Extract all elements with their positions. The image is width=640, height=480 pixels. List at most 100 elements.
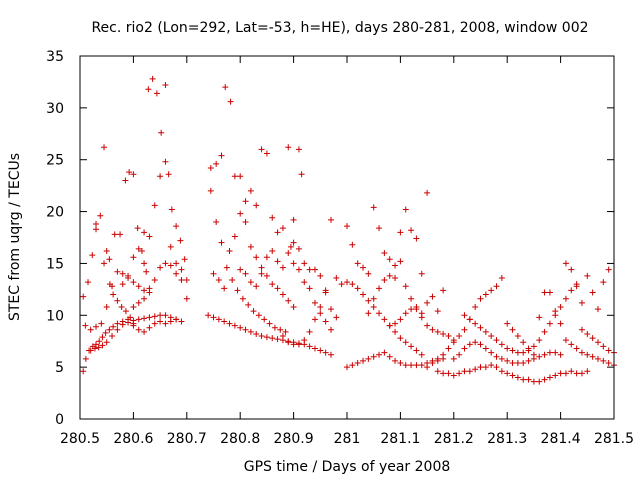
data-point xyxy=(488,349,495,356)
data-point xyxy=(143,268,150,275)
data-point xyxy=(327,326,334,333)
data-point xyxy=(130,320,137,327)
data-point xyxy=(181,256,188,263)
data-point xyxy=(578,349,585,356)
data-point xyxy=(498,341,505,348)
y-tick-label: 0 xyxy=(55,412,64,428)
data-point xyxy=(301,337,308,344)
data-point xyxy=(122,177,129,184)
data-point xyxy=(349,241,356,248)
data-point xyxy=(153,90,160,97)
data-point xyxy=(418,362,425,369)
data-point xyxy=(509,347,516,354)
data-point xyxy=(247,328,254,335)
data-point xyxy=(215,277,222,284)
data-point xyxy=(317,272,324,279)
data-point xyxy=(85,279,92,286)
data-point xyxy=(514,349,521,356)
data-point xyxy=(482,291,489,298)
data-point xyxy=(263,272,270,279)
data-point xyxy=(498,355,505,362)
data-point xyxy=(386,272,393,279)
data-point xyxy=(173,260,180,267)
data-point xyxy=(418,314,425,321)
data-point xyxy=(210,314,217,321)
data-point xyxy=(392,262,399,269)
data-point xyxy=(93,341,100,348)
data-point xyxy=(525,345,532,352)
data-point xyxy=(162,82,169,89)
data-point xyxy=(418,270,425,277)
data-point xyxy=(258,146,265,153)
data-point xyxy=(424,189,431,196)
data-point xyxy=(127,314,134,321)
y-tick-label: 5 xyxy=(55,360,64,376)
data-point xyxy=(562,295,569,302)
data-point xyxy=(370,295,377,302)
data-point xyxy=(157,264,164,271)
data-point xyxy=(274,336,281,343)
data-point xyxy=(509,372,516,379)
data-point xyxy=(429,326,436,333)
data-point xyxy=(440,370,447,377)
data-point xyxy=(509,359,516,366)
data-point xyxy=(157,312,164,319)
data-point xyxy=(117,231,124,238)
data-point xyxy=(589,335,596,342)
data-point xyxy=(482,328,489,335)
data-point xyxy=(295,146,302,153)
data-point xyxy=(477,295,484,302)
data-point xyxy=(578,326,585,333)
data-point xyxy=(376,225,383,232)
data-point xyxy=(536,378,543,385)
data-point xyxy=(578,370,585,377)
data-point xyxy=(146,285,153,292)
data-point xyxy=(450,339,457,346)
x-tick-label: 281 xyxy=(334,431,361,447)
data-point xyxy=(445,333,452,340)
data-point xyxy=(301,260,308,267)
data-point xyxy=(365,270,372,277)
data-point xyxy=(327,351,334,358)
data-point xyxy=(354,260,361,267)
data-point xyxy=(461,345,468,352)
data-point xyxy=(530,351,537,358)
data-point xyxy=(125,272,132,279)
data-point xyxy=(110,291,117,298)
data-point xyxy=(210,270,217,277)
data-point xyxy=(253,330,260,337)
data-point xyxy=(317,303,324,310)
data-point xyxy=(274,258,281,265)
data-point xyxy=(402,310,409,317)
data-point xyxy=(226,247,233,254)
data-point xyxy=(584,272,591,279)
data-point xyxy=(546,349,553,356)
data-point xyxy=(386,256,393,263)
data-point xyxy=(392,274,399,281)
y-axis-title: STEC from uqrg / TECUs xyxy=(7,153,23,321)
data-point xyxy=(162,312,169,319)
data-point xyxy=(466,368,473,375)
data-point xyxy=(158,129,165,136)
data-point xyxy=(493,283,500,290)
y-tick-label: 35 xyxy=(46,49,64,65)
data-point xyxy=(360,291,367,298)
data-point xyxy=(472,320,479,327)
data-point xyxy=(95,344,102,351)
data-point xyxy=(445,370,452,377)
data-point xyxy=(135,326,142,333)
data-point xyxy=(466,341,473,348)
data-point xyxy=(279,291,286,298)
data-point xyxy=(126,169,133,176)
data-point xyxy=(295,341,302,348)
data-point xyxy=(221,285,228,292)
data-point xyxy=(285,250,292,257)
data-point xyxy=(450,355,457,362)
data-point xyxy=(178,266,185,273)
data-point xyxy=(247,279,254,286)
data-point xyxy=(424,299,431,306)
data-point xyxy=(141,229,148,236)
data-point xyxy=(600,343,607,350)
data-point xyxy=(247,243,254,250)
data-point xyxy=(520,376,527,383)
